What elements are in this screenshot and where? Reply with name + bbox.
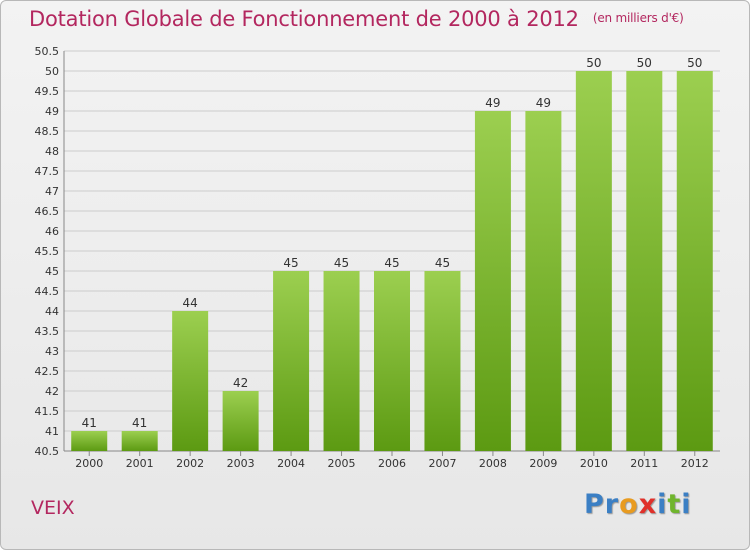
- y-tick-label: 50.5: [35, 45, 60, 58]
- y-tick-label: 48.5: [35, 125, 60, 138]
- data-labels: 41 41 44 42 45 45 45 45 49 49 50 50 50: [82, 56, 703, 430]
- bar: [525, 111, 562, 451]
- x-tick-label: 2004: [277, 457, 305, 470]
- data-label: 49: [536, 96, 551, 110]
- data-label: 41: [82, 416, 97, 430]
- title-unit: (en milliers d'€): [592, 11, 684, 25]
- y-tick-label: 45.5: [35, 245, 60, 258]
- data-label: 49: [485, 96, 500, 110]
- x-tick-label: 2007: [428, 457, 456, 470]
- x-tick-label: 2003: [227, 457, 255, 470]
- bar: [626, 71, 663, 451]
- x-tick-labels: 2000 2001 2002 2003 2004 2005 2006 2007 2008 2009…: [75, 457, 709, 470]
- x-tick-label: 2002: [176, 457, 204, 470]
- logo-letter: o: [619, 489, 639, 520]
- y-tick-label: 48: [45, 145, 59, 158]
- y-tick-label: 45: [45, 265, 59, 278]
- bar: [424, 271, 461, 451]
- y-tick-label: 47.5: [35, 165, 60, 178]
- y-tick-label: 46.5: [35, 205, 60, 218]
- bar: [121, 431, 158, 451]
- bar: [323, 271, 360, 451]
- logo-letter: x: [638, 489, 658, 520]
- bar: [575, 71, 612, 451]
- y-tick-label: 41: [45, 425, 59, 438]
- proxiti-logo[interactable]: Proxiti: [584, 489, 692, 520]
- y-tick-label: 47: [45, 185, 59, 198]
- y-tick-label: 46: [45, 225, 59, 238]
- bars: [71, 71, 713, 451]
- x-tick-label: 2008: [479, 457, 507, 470]
- logo-letter: P: [584, 489, 605, 520]
- x-tick-label: 2001: [126, 457, 154, 470]
- commune-name: VEIX: [31, 497, 75, 519]
- logo-letter: i: [681, 489, 692, 520]
- y-tick-label: 40.5: [35, 445, 60, 458]
- logo-letter: i: [657, 489, 668, 520]
- bar: [71, 431, 108, 451]
- title-text: Dotation Globale de Fonctionnement de 20…: [29, 7, 579, 31]
- data-label: 45: [283, 256, 298, 270]
- data-label: 45: [384, 256, 399, 270]
- data-label: 41: [132, 416, 147, 430]
- data-label: 45: [334, 256, 349, 270]
- x-tick-label: 2010: [580, 457, 608, 470]
- data-label: 50: [586, 56, 601, 70]
- data-label: 50: [637, 56, 652, 70]
- y-tick-label: 42: [45, 385, 59, 398]
- logo-letter: t: [667, 489, 682, 520]
- y-tick-label: 43.5: [35, 325, 60, 338]
- y-tick-labels: 40.5 41 41.5 42 42.5 43 43.5 44 44.5 45 45.5 46 46.5…: [35, 45, 60, 458]
- bar: [474, 111, 511, 451]
- chart-title: Dotation Globale de Fonctionnement de 20…: [29, 7, 684, 31]
- y-tick-label: 43: [45, 345, 59, 358]
- bar: [172, 311, 209, 451]
- y-tick-label: 44: [45, 305, 59, 318]
- y-tick-label: 44.5: [35, 285, 60, 298]
- data-label: 45: [435, 256, 450, 270]
- logo-letter: r: [604, 489, 620, 520]
- x-tick-label: 2011: [630, 457, 658, 470]
- data-label: 50: [687, 56, 702, 70]
- x-tick-label: 2005: [328, 457, 356, 470]
- bar: [273, 271, 310, 451]
- bar: [676, 71, 713, 451]
- y-tick-label: 50: [45, 65, 59, 78]
- data-label: 44: [183, 296, 198, 310]
- y-tick-label: 49: [45, 105, 59, 118]
- x-tick-label: 2009: [529, 457, 557, 470]
- bar: [222, 391, 259, 451]
- y-tick-label: 41.5: [35, 405, 60, 418]
- x-tick-label: 2012: [681, 457, 709, 470]
- y-tick-label: 49.5: [35, 85, 60, 98]
- y-tick-label: 42.5: [35, 365, 60, 378]
- x-tick-label: 2006: [378, 457, 406, 470]
- x-tick-label: 2000: [75, 457, 103, 470]
- data-label: 42: [233, 376, 248, 390]
- bar: [374, 271, 410, 451]
